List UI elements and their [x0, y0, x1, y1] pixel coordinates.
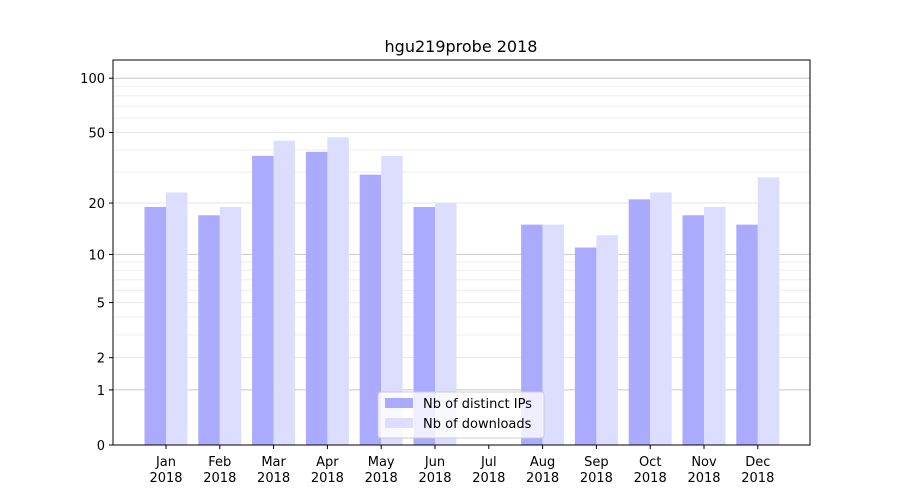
x-tick-label: Apr 2018 [311, 455, 344, 486]
x-tick-label: Sep 2018 [580, 455, 613, 486]
bar-downloads [757, 177, 780, 445]
bar-distinct-ips [305, 151, 328, 445]
chart-title: hgu219probe 2018 [385, 37, 538, 56]
bar-distinct-ips [144, 206, 166, 445]
legend-swatch [385, 418, 413, 428]
x-tick-label: May 2018 [365, 455, 398, 486]
legend: Nb of distinct IPs Nb of downloads [377, 391, 545, 439]
bar-downloads [327, 137, 349, 445]
y-tick-label: 10 [88, 248, 105, 263]
x-tick-label: Jan 2018 [149, 455, 182, 486]
bar-downloads [273, 140, 296, 445]
x-tick-label: Nov 2018 [687, 455, 720, 486]
y-tick-label: 2 [97, 352, 105, 367]
y-tick-label: 20 [88, 197, 105, 212]
bar-downloads [166, 192, 188, 445]
x-tick-label: Dec 2018 [741, 455, 774, 486]
legend-label: Nb of distinct IPs [423, 397, 532, 412]
x-tick-label: Aug 2018 [526, 455, 559, 486]
legend-swatch [385, 398, 413, 408]
bar-distinct-ips [521, 224, 543, 445]
bar-distinct-ips [198, 215, 220, 445]
x-tick-label: Jul 2018 [472, 455, 505, 486]
bar-downloads [542, 224, 565, 445]
legend-box [377, 391, 545, 439]
plot-frame [112, 59, 811, 446]
bar-distinct-ips [574, 247, 597, 445]
bar-downloads [381, 155, 403, 445]
bar-distinct-ips [682, 215, 704, 445]
bar-distinct-ips [628, 199, 651, 445]
y-tick-label: 50 [88, 127, 105, 142]
bar-distinct-ips [413, 206, 435, 445]
x-tick-label: Oct 2018 [634, 455, 667, 486]
x-tick-label: Jun 2018 [418, 455, 451, 486]
x-tick-label: Feb 2018 [203, 455, 236, 486]
bar-distinct-ips [252, 155, 274, 445]
bar-downloads [596, 235, 618, 445]
y-tick-label: 5 [97, 297, 105, 312]
bar-downloads [650, 192, 672, 445]
y-tick-label: 100 [80, 72, 105, 87]
bar-distinct-ips [736, 224, 758, 445]
bar-downloads [219, 206, 242, 445]
bar-distinct-ips [359, 174, 382, 445]
bar-downloads [704, 206, 726, 445]
y-tick-label: 1 [97, 384, 105, 399]
legend-label: Nb of downloads [423, 417, 532, 432]
y-tick-label: 0 [97, 439, 105, 454]
bar-downloads [435, 203, 457, 445]
x-tick-label: Mar 2018 [257, 455, 290, 486]
